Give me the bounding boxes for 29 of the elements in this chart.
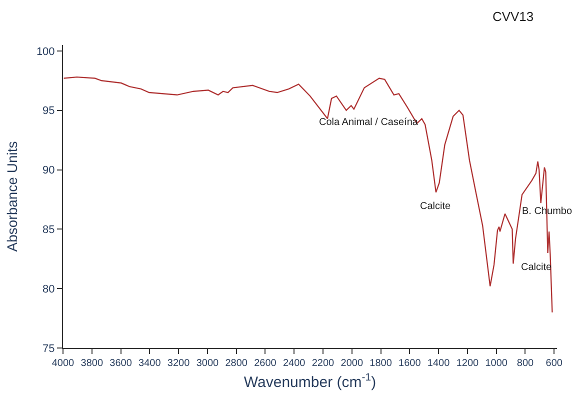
x-tick-label: 3400 <box>138 358 162 369</box>
x-tick-label: 2000 <box>340 358 364 369</box>
x-tick-label: 2200 <box>312 358 335 369</box>
x-tick-label: 1800 <box>370 358 392 369</box>
y-tick-label: 75 <box>42 342 55 355</box>
y-axis-title: Absorbance Units <box>4 141 20 252</box>
y-tick-label: 100 <box>36 46 55 58</box>
x-tick-label: 800 <box>516 358 534 369</box>
x-tick-label: 2600 <box>254 358 277 369</box>
chart-title: CVV13 <box>492 9 534 24</box>
x-tick-label: 600 <box>546 358 563 369</box>
y-tick-label: 80 <box>42 283 55 296</box>
annotation: Calcite <box>420 201 452 212</box>
x-tick-label: 2400 <box>282 358 306 369</box>
x-tick-label: 3600 <box>110 358 132 369</box>
x-tick-label: 2800 <box>225 358 248 369</box>
x-tick-label: 3200 <box>167 358 190 369</box>
x-tick-label: 1400 <box>427 358 450 369</box>
annotation: Cola Animal / Caseína <box>319 117 418 128</box>
x-tick-label: 1600 <box>398 358 422 369</box>
x-axis-title: Wavenumber (cm$^{-1}$) <box>244 372 376 391</box>
x-tick-label: 1200 <box>456 358 479 369</box>
y-tick-label: 90 <box>42 164 55 177</box>
x-tick-label: 3800 <box>80 358 104 369</box>
y-tick-label: 95 <box>42 105 55 118</box>
y-tick-label: 85 <box>42 224 55 236</box>
x-tick-label: 3000 <box>196 358 219 369</box>
x-tick-label: 4000 <box>52 358 75 369</box>
x-tick-label: 1000 <box>485 358 508 369</box>
